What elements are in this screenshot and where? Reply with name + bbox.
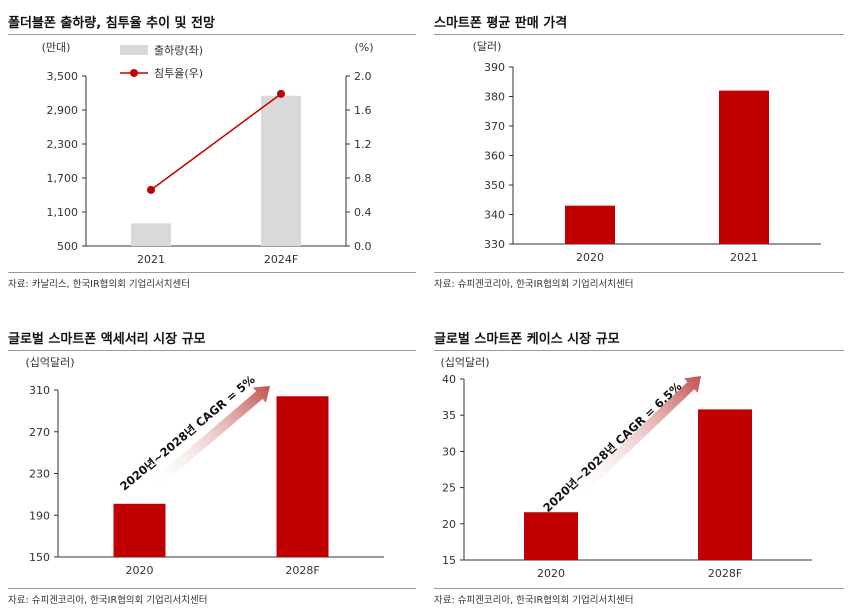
bar (261, 95, 301, 246)
y2-tick-label: 1.2 (354, 138, 372, 151)
y-tick-label: 360 (484, 150, 505, 163)
source-divider (8, 272, 416, 273)
foldable-shipment-chart: (만대) (%) 3,500 2,900 2,300 1,700 1,100 500 2.0 1.… (42, 41, 374, 266)
y-tick-label: 380 (484, 91, 505, 104)
source-note: 자료: 슈피겐코리아, 한국IR협의회 기업리서치센터 (434, 279, 634, 290)
cagr-annotation: 2020년~2028년 CAGR = 5% (117, 372, 258, 493)
y-tick-label: 15 (442, 554, 456, 567)
y-axis-unit: (십억달러) (440, 356, 489, 369)
y-tick-label: 310 (29, 384, 50, 397)
cagr-arrow-shape (144, 386, 270, 494)
cagr-arrow (144, 386, 270, 494)
source-divider (8, 588, 416, 589)
cagr-arrow-shape (567, 375, 702, 504)
x-tick-label: 2024F (264, 253, 298, 266)
legend-line-label: 침투율(우) (154, 67, 203, 80)
y-axis-unit: (십억달러) (25, 356, 74, 369)
bar (719, 90, 769, 244)
y2-tick-label: 0.0 (354, 240, 372, 253)
title-divider (8, 34, 416, 35)
y-tick-label: 1,100 (47, 206, 79, 219)
source-divider (434, 272, 844, 273)
source-note: 자료: 카날리스, 한국IR협의회 기업리서치센터 (8, 279, 191, 290)
bar (698, 409, 752, 560)
y-tick-label: 330 (484, 238, 505, 251)
cagr-annotation: 2020년~2028년 CAGR = 6.5% (540, 379, 684, 515)
smartphone-asp-chart: (달러) 390 380 370 360 350 340 330 2020 2021 (473, 40, 821, 264)
y2-tick-label: 0.8 (354, 172, 372, 185)
y-tick-label: 390 (484, 61, 505, 74)
y2-axis-unit: (%) (354, 41, 373, 54)
bar (524, 512, 578, 560)
y-axis-unit: (만대) (42, 41, 71, 54)
legend-bar-label: 출하량(좌) (154, 43, 203, 57)
y2-tick-label: 0.4 (354, 206, 372, 219)
x-tick-label: 2028F (285, 564, 319, 577)
source-note: 자료: 슈피겐코리아, 한국IR협의회 기업리서치센터 (434, 595, 634, 606)
y-tick-label: 2,300 (47, 138, 79, 151)
x-tick-label: 2020 (537, 567, 565, 580)
bar (131, 223, 171, 246)
y-tick-label: 30 (442, 445, 456, 458)
y2-tick-label: 2.0 (354, 70, 372, 83)
accessory-market-chart: (십억달러) 310 270 230 190 150 2020 2028F 2020년~2028… (25, 356, 384, 577)
y-tick-label: 370 (484, 120, 505, 133)
y-tick-label: 1,700 (47, 172, 79, 185)
y-tick-label: 35 (442, 409, 456, 422)
y2-tick-label: 1.6 (354, 104, 372, 117)
legend-bar-swatch (120, 45, 148, 55)
y-tick-label: 3,500 (47, 70, 79, 83)
line-marker (147, 185, 155, 194)
y-tick-label: 40 (442, 373, 456, 386)
chart-title: 폴더블폰 출하량, 침투율 추이 및 전망 (8, 16, 215, 31)
y-tick-label: 150 (29, 551, 50, 564)
x-tick-label: 2021 (730, 251, 758, 264)
series-line (150, 93, 282, 191)
y-tick-label: 340 (484, 209, 505, 222)
chart-title: 글로벌 스마트폰 케이스 시장 규모 (434, 332, 620, 347)
y-tick-label: 20 (442, 518, 456, 531)
bar (565, 205, 615, 244)
chart-title: 스마트폰 평균 판매 가격 (434, 16, 568, 31)
bar (276, 396, 329, 557)
bar (113, 503, 166, 557)
source-note: 자료: 슈피겐코리아, 한국IR협의회 기업리서치센터 (8, 595, 208, 606)
case-market-chart: (십억달러) 40 35 30 25 20 15 2020 2028F 2020년~2028년 C… (440, 356, 812, 580)
source-divider (434, 588, 844, 589)
y-tick-label: 350 (484, 179, 505, 192)
y-tick-label: 230 (29, 468, 50, 481)
y-tick-label: 190 (29, 509, 50, 522)
y-tick-label: 500 (57, 240, 78, 253)
y-tick-label: 270 (29, 426, 50, 439)
title-divider (434, 350, 844, 351)
title-divider (8, 350, 416, 351)
x-tick-label: 2020 (126, 564, 154, 577)
y-tick-label: 2,900 (47, 104, 79, 117)
x-tick-label: 2020 (576, 251, 604, 264)
chart-title: 글로벌 스마트폰 액세서리 시장 규모 (8, 332, 206, 347)
cagr-arrow (567, 375, 702, 504)
y-axis-unit: (달러) (473, 40, 502, 53)
x-tick-label: 2028F (708, 567, 742, 580)
y-tick-label: 25 (442, 482, 456, 495)
line-marker (277, 89, 285, 98)
x-tick-label: 2021 (137, 253, 165, 266)
title-divider (434, 34, 844, 35)
legend-line-marker (130, 69, 138, 77)
